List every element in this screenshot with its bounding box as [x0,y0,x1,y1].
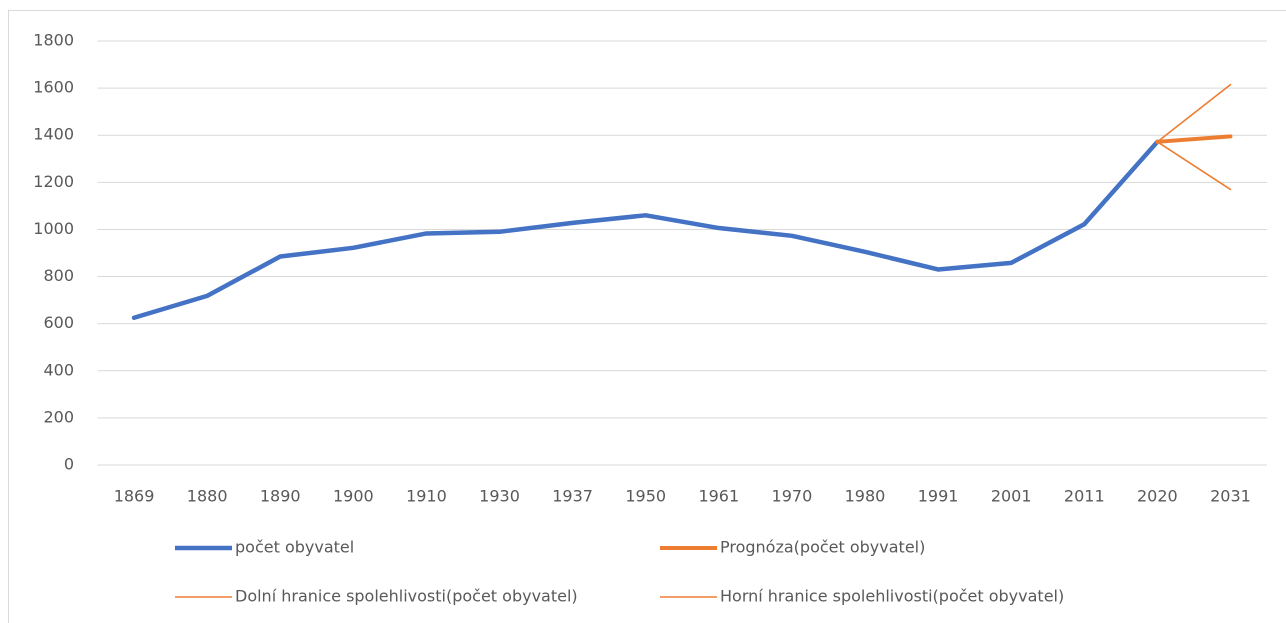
chart-border [8,10,1286,623]
x-tick-label: 1900 [333,487,374,506]
x-tick-label: 1991 [918,487,959,506]
x-tick-label: 2020 [1137,487,1178,506]
series-line [1155,134,1233,144]
y-tick-label: 800 [43,266,74,285]
x-tick-label: 1937 [552,487,593,506]
legend-label: počet obyvatel [235,538,354,557]
x-tick-label: 1910 [406,487,447,506]
y-tick-label: 1200 [33,172,74,191]
series-line [1156,141,1232,191]
y-tick-label: 1800 [33,31,74,50]
x-tick-label: 1930 [479,487,520,506]
series-line [131,139,1160,321]
x-tick-label: 1961 [698,487,739,506]
x-tick-label: 1950 [625,487,666,506]
x-tick-label: 1890 [260,487,301,506]
y-tick-label: 1000 [33,219,74,238]
y-tick-label: 1600 [33,78,74,97]
x-tick-label: 2011 [1064,487,1105,506]
x-tick-label: 1880 [187,487,228,506]
legend-label: Dolní hranice spolehlivosti(počet obyvat… [235,587,578,606]
y-tick-label: 1400 [33,125,74,144]
x-tick-label: 1869 [114,487,155,506]
y-tick-label: 600 [43,313,74,332]
x-tick-label: 2001 [991,487,1032,506]
legend-label: Horní hranice spolehlivosti(počet obyvat… [720,587,1064,606]
x-tick-label: 1970 [772,487,813,506]
y-tick-label: 200 [43,407,74,426]
y-tick-label: 400 [43,360,74,379]
legend-label: Prognóza(počet obyvatel) [720,538,925,557]
series-line [1156,83,1232,143]
y-tick-label: 0 [64,455,74,474]
x-tick-label: 2031 [1210,487,1251,506]
x-tick-label: 1980 [845,487,886,506]
